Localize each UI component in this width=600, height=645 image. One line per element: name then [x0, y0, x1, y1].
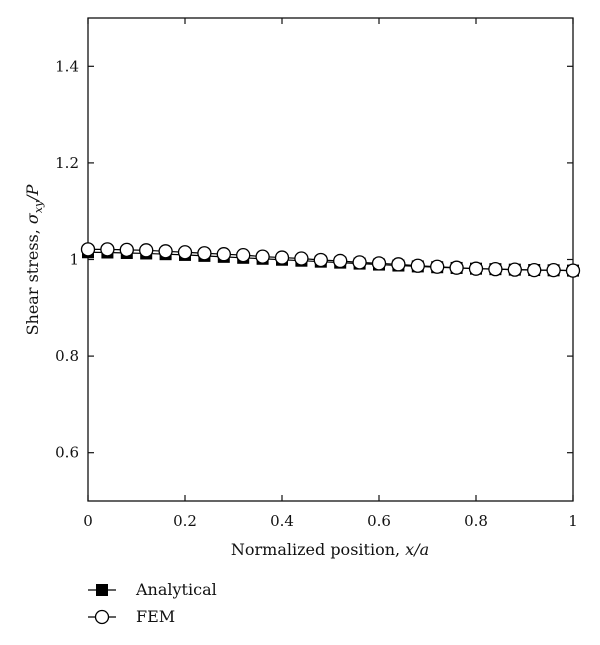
legend: Analytical FEM	[88, 580, 217, 626]
data-point-fem	[119, 242, 134, 257]
data-point-fem	[158, 244, 173, 259]
y-axis-ticks: 0.6 0.8 1 1.2 1.4	[55, 57, 573, 462]
data-point-fem	[197, 246, 212, 261]
data-point-fem	[274, 250, 290, 265]
y-axis-label-rest: /P	[23, 184, 42, 202]
data-point-fem	[100, 242, 115, 257]
data-point-fem	[80, 242, 96, 257]
x-tick-label: 0.2	[173, 512, 197, 530]
data-point-fem	[391, 257, 406, 272]
data-point-fem	[255, 249, 270, 264]
y-tick-label: 1.4	[55, 57, 79, 75]
y-tick-label: 1.2	[55, 154, 79, 172]
y-axis-label-text: Shear stress,	[23, 224, 42, 335]
data-point-fem	[177, 245, 193, 260]
x-tick-label: 0.6	[367, 512, 391, 530]
data-point-fem	[352, 255, 367, 270]
data-point-fem	[371, 256, 387, 271]
legend-label-analytical: Analytical	[135, 580, 217, 599]
legend-item-fem: FEM	[88, 607, 175, 626]
data-point-fem	[139, 243, 154, 258]
data-point-fem	[236, 248, 251, 263]
x-tick-label: 0.4	[270, 512, 294, 530]
x-tick-label: 0.8	[464, 512, 488, 530]
data-point-fem	[468, 261, 484, 276]
y-axis-label-subscript: xy	[32, 200, 45, 213]
x-tick-label: 1	[568, 512, 578, 530]
data-point-fem	[527, 262, 542, 278]
y-tick-label: 0.8	[55, 347, 79, 365]
y-tick-label: 1	[69, 251, 79, 269]
x-axis-ticks: 0 0.2 0.4 0.6 0.8 1	[83, 18, 578, 530]
data-point-fem	[216, 247, 231, 262]
data-point-fem	[546, 262, 561, 278]
x-axis-label: Normalized position, x/a	[231, 540, 429, 559]
legend-label-fem: FEM	[136, 607, 175, 626]
y-axis-label: Shear stress, σxy/P	[23, 184, 45, 335]
x-axis-label-text: Normalized position,	[231, 540, 405, 559]
y-axis-label-sigma: σ	[23, 212, 42, 224]
data-point-fem	[313, 252, 328, 268]
data-point-fem	[430, 259, 445, 274]
legend-marker-analytical	[96, 584, 108, 596]
legend-item-analytical: Analytical	[88, 580, 217, 599]
x-axis-label-math: x/a	[405, 540, 429, 559]
data-point-fem	[410, 258, 425, 273]
series-layer	[80, 242, 581, 278]
data-point-fem	[333, 253, 348, 269]
data-point-fem	[565, 263, 581, 278]
data-point-fem	[449, 260, 464, 275]
data-point-fem	[294, 251, 309, 266]
data-point-fem	[507, 262, 522, 277]
data-point-fem	[488, 262, 503, 277]
y-tick-label: 0.6	[55, 444, 79, 462]
x-tick-label: 0	[83, 512, 93, 530]
legend-marker-fem	[94, 609, 110, 625]
